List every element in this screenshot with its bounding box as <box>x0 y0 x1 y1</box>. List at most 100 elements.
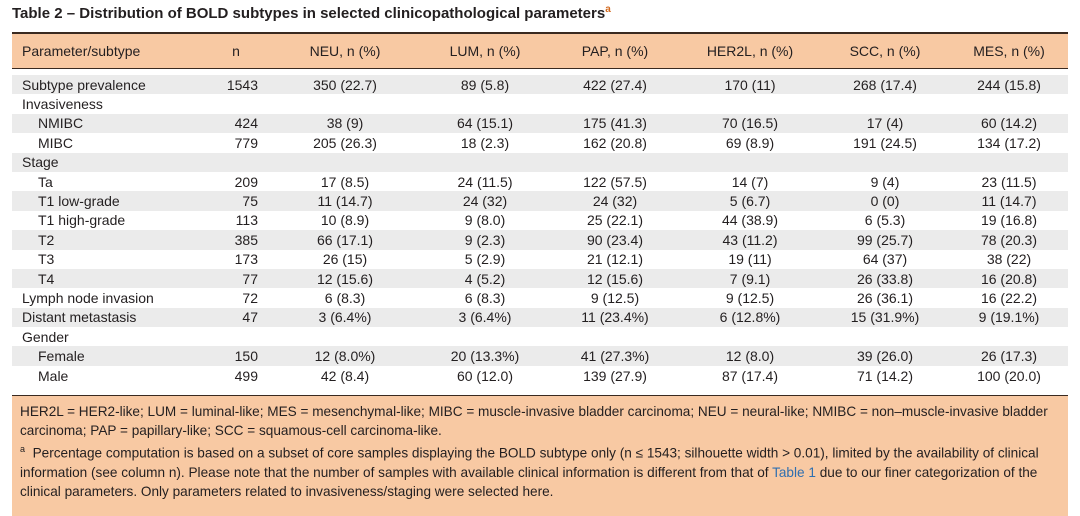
table-cell: 11 (14.7) <box>270 191 420 211</box>
column-header: LUM, n (%) <box>420 32 550 69</box>
table-cell: 23 (11.5) <box>981 173 1037 190</box>
table-cell: 499 <box>234 367 258 384</box>
table-row: T3 173 26 (15) 5 (2.9) 21 (12.1) 19 (11) 64 (3… <box>12 250 1068 269</box>
footnote-marker: a <box>20 444 26 454</box>
table-cell: 60 (12.0) <box>456 367 514 384</box>
table-cell: 244 (15.8) <box>950 75 1068 95</box>
table-cell: 17 (8.5) <box>320 173 370 190</box>
table-row: T1 high-grade 113 10 (8.9) 9 (8.0) 25 (22.1)… <box>12 211 1068 230</box>
table-cell: 350 (22.7) <box>270 75 420 95</box>
table-cell: 15 (31.9%) <box>820 307 950 328</box>
table-cell: 12 (8.0%) <box>270 346 420 366</box>
table-row: Female 150 12 (8.0%) 20 (13.3%) 41 (27.3%) 12… <box>12 346 1068 366</box>
row-label: Female <box>12 346 202 366</box>
table-cell: 134 (17.2) <box>977 134 1041 151</box>
table-cell: 3 (6.4%) <box>420 307 550 328</box>
table-cell: 268 (17.4) <box>820 75 950 95</box>
table-cell: 5 (6.7) <box>680 191 820 211</box>
table-cell: 12 (8.0) <box>680 346 820 366</box>
table-cell: 16 (22.2) <box>980 289 1038 306</box>
row-label: T4 <box>12 268 202 289</box>
empty-cell <box>202 152 270 172</box>
row-label: Lymph node invasion <box>22 289 154 306</box>
title-text: Table 2 – Distribution of BOLD subtypes … <box>12 5 606 22</box>
table-cell: 75 <box>202 191 270 211</box>
data-table: Parameter/subtype n NEU, n (%) LUM, n (%) PA… <box>12 32 1068 385</box>
table-cell: 424 <box>202 113 270 134</box>
table-cell: 26 (17.3) <box>950 346 1068 366</box>
table-cell: 24 (11.5) <box>457 173 513 190</box>
table-cell: 26 (15) <box>322 251 368 268</box>
table-cell: 69 (8.9) <box>725 134 775 151</box>
table-cell: 38 (9) <box>270 113 420 134</box>
empty-cell <box>420 327 550 346</box>
table-cell: 150 <box>202 346 270 366</box>
table-row: Lymph node invasion 72 6 (8.3) 6 (8.3) 9 (12… <box>12 288 1068 307</box>
table-cell: 47 <box>202 307 270 328</box>
table-cell: 24 (32) <box>420 191 550 211</box>
table-cell: 19 (11) <box>728 251 772 268</box>
table-row: Distant metastasis 47 3 (6.4%) 3 (6.4%) 11 (… <box>12 307 1068 328</box>
row-label: Male <box>38 367 69 384</box>
footnote-text: Percentage computation is based on a sub… <box>20 445 1039 480</box>
footnote-text: due to our finer categorization of the c… <box>20 464 1038 499</box>
table-link[interactable]: Table 1 <box>772 464 816 480</box>
row-label: T1 high-grade <box>38 212 126 229</box>
table-cell: 26 (33.8) <box>820 268 950 289</box>
table-cell: 12 (15.6) <box>550 268 680 289</box>
table-cell: 87 (17.4) <box>721 367 779 384</box>
table-cell: 71 (14.2) <box>856 367 914 384</box>
table-cell: 10 (8.9) <box>320 212 370 229</box>
empty-cell <box>550 94 680 113</box>
table-row: Ta 209 17 (8.5) 24 (11.5) 122 (57.5) 14 (7) 9 … <box>12 172 1068 191</box>
table-title: Table 2 – Distribution of BOLD subtypes … <box>12 4 611 22</box>
table-cell: 21 (12.1) <box>586 251 644 268</box>
section-row: Gender <box>12 327 1068 346</box>
column-header: NEU, n (%) <box>270 32 420 69</box>
column-header: Parameter/subtype <box>12 32 202 69</box>
column-header: PAP, n (%) <box>550 32 680 69</box>
empty-cell <box>550 152 680 172</box>
table-cell: 77 <box>202 268 270 289</box>
table-row: Male 499 42 (8.4) 60 (12.0) 139 (27.9) 87 (17… <box>12 366 1068 385</box>
row-label: MIBC <box>38 134 73 151</box>
table-cell: 6 (5.3) <box>864 212 906 229</box>
empty-cell <box>680 327 820 346</box>
header-row: Parameter/subtype n NEU, n (%) LUM, n (%) PA… <box>12 32 1068 69</box>
empty-cell <box>202 94 270 113</box>
table-cell: 90 (23.4) <box>550 230 680 250</box>
table-cell: 44 (38.9) <box>721 212 779 229</box>
section-label: Stage <box>12 152 202 172</box>
empty-cell <box>950 152 1068 172</box>
table-cell: 78 (20.3) <box>950 230 1068 250</box>
table-row: Subtype prevalence 1543 350 (22.7) 89 (5.8)… <box>12 75 1068 95</box>
table-cell: 113 <box>235 212 258 229</box>
empty-cell <box>820 94 950 113</box>
section-label: Gender <box>22 328 69 345</box>
abbreviations: HER2L = HER2-like; LUM = luminal-like; M… <box>20 404 1048 438</box>
table-cell: 9 (4) <box>870 173 900 190</box>
footnotes: HER2L = HER2-like; LUM = luminal-like; M… <box>12 395 1068 516</box>
table-cell: 24 (32) <box>550 191 680 211</box>
empty-cell <box>420 94 550 113</box>
column-header: HER2L, n (%) <box>680 32 820 69</box>
empty-cell <box>270 94 420 113</box>
title-marker: a <box>605 4 611 15</box>
row-label: T2 <box>12 230 202 250</box>
table-cell: 175 (41.3) <box>550 113 680 134</box>
table-cell: 162 (20.8) <box>583 134 647 151</box>
section-label: Invasiveness <box>22 96 103 113</box>
column-header: MES, n (%) <box>950 32 1068 69</box>
table-cell: 17 (4) <box>820 113 950 134</box>
table-cell: 6 (8.3) <box>324 289 366 306</box>
row-label: T3 <box>38 251 55 268</box>
spacer <box>12 68 1068 75</box>
row-label: Distant metastasis <box>12 307 202 328</box>
table-row: T2 385 66 (17.1) 9 (2.3) 90 (23.4) 43 (11.2) 9… <box>12 230 1068 250</box>
table-cell: 3 (6.4%) <box>270 307 420 328</box>
table-cell: 0 (0) <box>820 191 950 211</box>
table-cell: 173 <box>234 251 258 268</box>
empty-cell <box>550 327 680 346</box>
table-cell: 12 (15.6) <box>270 268 420 289</box>
table-cell: 209 <box>234 173 258 190</box>
